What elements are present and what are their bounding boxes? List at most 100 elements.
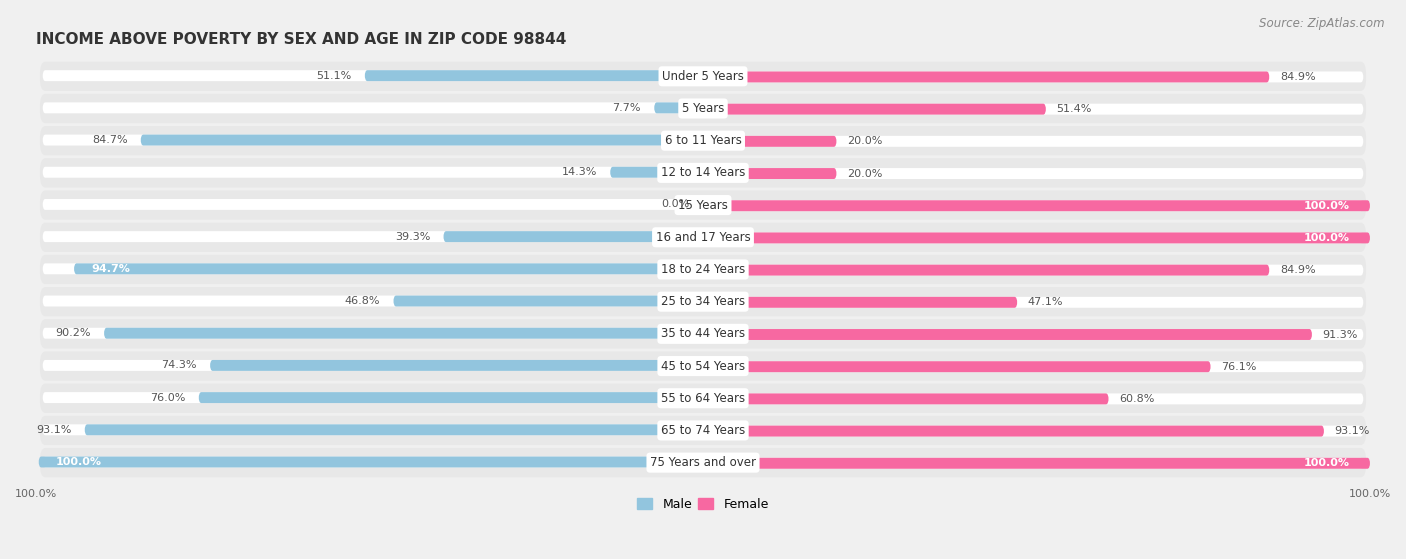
- Legend: Male, Female: Male, Female: [633, 493, 773, 516]
- FancyBboxPatch shape: [39, 191, 1367, 220]
- FancyBboxPatch shape: [209, 360, 703, 371]
- Text: 60.8%: 60.8%: [1119, 394, 1154, 404]
- Text: 47.1%: 47.1%: [1028, 297, 1063, 307]
- Text: 46.8%: 46.8%: [344, 296, 380, 306]
- Text: 51.4%: 51.4%: [1056, 104, 1092, 114]
- FancyBboxPatch shape: [706, 168, 837, 179]
- Text: 25 to 34 Years: 25 to 34 Years: [661, 295, 745, 308]
- FancyBboxPatch shape: [706, 233, 1364, 243]
- Text: 45 to 54 Years: 45 to 54 Years: [661, 359, 745, 372]
- Text: Under 5 Years: Under 5 Years: [662, 70, 744, 83]
- Text: 18 to 24 Years: 18 to 24 Years: [661, 263, 745, 276]
- FancyBboxPatch shape: [706, 458, 1369, 469]
- FancyBboxPatch shape: [42, 102, 700, 113]
- FancyBboxPatch shape: [706, 72, 1270, 82]
- FancyBboxPatch shape: [706, 136, 837, 147]
- FancyBboxPatch shape: [39, 448, 1367, 477]
- FancyBboxPatch shape: [84, 424, 703, 435]
- Text: 51.1%: 51.1%: [316, 70, 352, 80]
- FancyBboxPatch shape: [39, 255, 1367, 284]
- FancyBboxPatch shape: [39, 222, 1367, 252]
- Text: 91.3%: 91.3%: [1323, 329, 1358, 339]
- Text: Source: ZipAtlas.com: Source: ZipAtlas.com: [1260, 17, 1385, 30]
- Text: 39.3%: 39.3%: [395, 231, 430, 241]
- FancyBboxPatch shape: [42, 199, 700, 210]
- FancyBboxPatch shape: [706, 136, 1364, 147]
- FancyBboxPatch shape: [104, 328, 703, 339]
- FancyBboxPatch shape: [654, 102, 703, 113]
- FancyBboxPatch shape: [39, 319, 1367, 348]
- Text: 84.9%: 84.9%: [1279, 72, 1316, 82]
- FancyBboxPatch shape: [39, 416, 1367, 445]
- FancyBboxPatch shape: [42, 167, 700, 178]
- FancyBboxPatch shape: [198, 392, 703, 403]
- Text: 6 to 11 Years: 6 to 11 Years: [665, 134, 741, 147]
- Text: 7.7%: 7.7%: [613, 103, 641, 113]
- FancyBboxPatch shape: [39, 61, 1367, 91]
- FancyBboxPatch shape: [38, 457, 703, 467]
- FancyBboxPatch shape: [42, 70, 700, 81]
- FancyBboxPatch shape: [706, 264, 1364, 276]
- FancyBboxPatch shape: [39, 158, 1367, 187]
- FancyBboxPatch shape: [42, 457, 700, 467]
- Text: 76.1%: 76.1%: [1222, 362, 1257, 372]
- FancyBboxPatch shape: [42, 231, 700, 242]
- Text: 100.0%: 100.0%: [1303, 458, 1350, 468]
- Text: 15 Years: 15 Years: [678, 198, 728, 212]
- Text: 55 to 64 Years: 55 to 64 Years: [661, 392, 745, 405]
- FancyBboxPatch shape: [706, 200, 1369, 211]
- FancyBboxPatch shape: [706, 72, 1364, 82]
- FancyBboxPatch shape: [706, 361, 1211, 372]
- FancyBboxPatch shape: [39, 352, 1367, 381]
- FancyBboxPatch shape: [706, 103, 1364, 115]
- FancyBboxPatch shape: [706, 458, 1364, 469]
- Text: 0.0%: 0.0%: [661, 200, 690, 210]
- Text: 93.1%: 93.1%: [37, 425, 72, 435]
- Text: 65 to 74 Years: 65 to 74 Years: [661, 424, 745, 437]
- Text: 94.7%: 94.7%: [91, 264, 131, 274]
- Text: 100.0%: 100.0%: [56, 457, 103, 467]
- FancyBboxPatch shape: [706, 425, 1324, 437]
- Text: 35 to 44 Years: 35 to 44 Years: [661, 328, 745, 340]
- Text: 90.2%: 90.2%: [55, 328, 91, 338]
- FancyBboxPatch shape: [75, 263, 703, 274]
- Text: 16 and 17 Years: 16 and 17 Years: [655, 231, 751, 244]
- FancyBboxPatch shape: [42, 392, 700, 403]
- FancyBboxPatch shape: [706, 297, 1017, 308]
- Text: 74.3%: 74.3%: [162, 361, 197, 371]
- Text: 12 to 14 Years: 12 to 14 Years: [661, 167, 745, 179]
- FancyBboxPatch shape: [42, 424, 700, 435]
- FancyBboxPatch shape: [141, 135, 703, 145]
- Text: INCOME ABOVE POVERTY BY SEX AND AGE IN ZIP CODE 98844: INCOME ABOVE POVERTY BY SEX AND AGE IN Z…: [37, 32, 567, 47]
- FancyBboxPatch shape: [706, 103, 1046, 115]
- FancyBboxPatch shape: [706, 200, 1364, 211]
- FancyBboxPatch shape: [706, 329, 1364, 340]
- FancyBboxPatch shape: [706, 425, 1364, 437]
- Text: 84.7%: 84.7%: [91, 135, 128, 145]
- Text: 20.0%: 20.0%: [846, 168, 883, 178]
- Text: 76.0%: 76.0%: [150, 392, 186, 402]
- FancyBboxPatch shape: [42, 263, 700, 274]
- FancyBboxPatch shape: [42, 135, 700, 145]
- FancyBboxPatch shape: [39, 383, 1367, 413]
- FancyBboxPatch shape: [706, 394, 1108, 404]
- FancyBboxPatch shape: [706, 361, 1364, 372]
- Text: 100.0%: 100.0%: [1303, 201, 1350, 211]
- Text: 84.9%: 84.9%: [1279, 265, 1316, 275]
- Text: 5 Years: 5 Years: [682, 102, 724, 115]
- Text: 100.0%: 100.0%: [1303, 233, 1350, 243]
- FancyBboxPatch shape: [394, 296, 703, 306]
- FancyBboxPatch shape: [706, 264, 1270, 276]
- FancyBboxPatch shape: [443, 231, 703, 242]
- FancyBboxPatch shape: [39, 126, 1367, 155]
- Text: 20.0%: 20.0%: [846, 136, 883, 146]
- Text: 14.3%: 14.3%: [561, 167, 598, 177]
- FancyBboxPatch shape: [364, 70, 703, 81]
- FancyBboxPatch shape: [706, 168, 1364, 179]
- FancyBboxPatch shape: [39, 94, 1367, 123]
- FancyBboxPatch shape: [706, 394, 1364, 404]
- FancyBboxPatch shape: [610, 167, 703, 178]
- FancyBboxPatch shape: [706, 329, 1312, 340]
- FancyBboxPatch shape: [42, 360, 700, 371]
- FancyBboxPatch shape: [706, 233, 1369, 243]
